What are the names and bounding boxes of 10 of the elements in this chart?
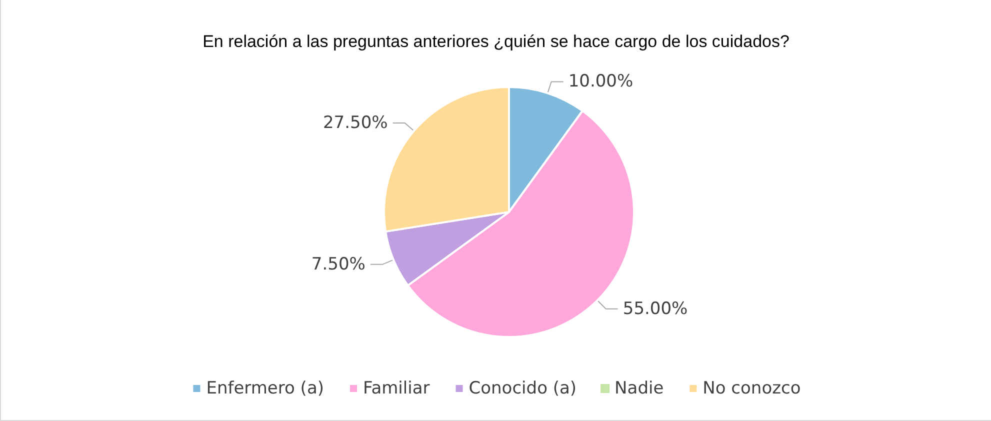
legend-label: Enfermero (a) xyxy=(206,378,324,398)
data-label: 10.00% xyxy=(568,72,634,92)
chart-title: En relación a las preguntas anteriores ¿quién se hace cargo de los cuidados? xyxy=(202,32,790,51)
legend-label: Familiar xyxy=(362,378,430,398)
data-label: 55.00% xyxy=(622,298,688,319)
legend-label: No conozco xyxy=(702,378,801,398)
data-label: 27.50% xyxy=(322,113,388,134)
legend-label: Nadie xyxy=(614,378,664,398)
data-label: 7.50% xyxy=(311,254,366,274)
legend-label: Conocido (a) xyxy=(468,378,577,398)
